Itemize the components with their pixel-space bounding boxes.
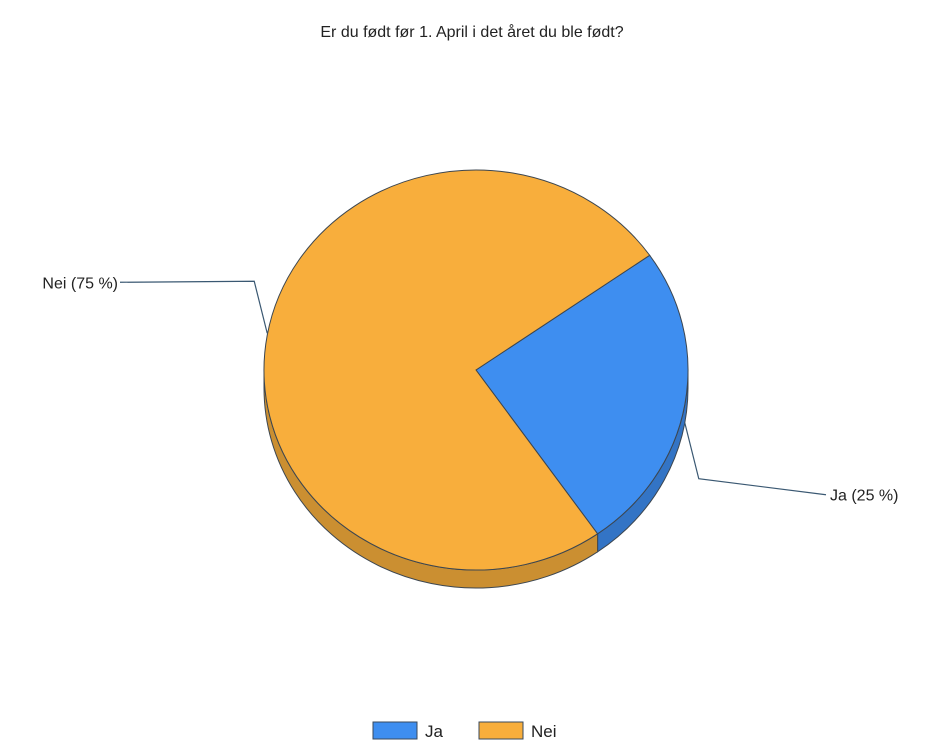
data-label-nei: Nei (75 %)	[42, 275, 118, 292]
legend-label-ja: Ja	[425, 722, 444, 741]
data-label-layer: Ja (25 %) Nei (75 %)	[42, 275, 898, 504]
legend: Ja Nei	[372, 721, 557, 741]
leader-line-nei	[119, 280, 268, 334]
pie-slice-nei	[263, 169, 651, 571]
data-label-ja: Ja (25 %)	[830, 488, 898, 505]
legend-swatch-ja	[372, 721, 418, 740]
pie-plot-area	[263, 169, 689, 589]
leader-line-ja	[684, 422, 827, 496]
legend-label-nei: Nei	[531, 722, 557, 741]
chart-title: Er du født før 1. April i det året du bl…	[320, 23, 623, 41]
pie-slice-ja	[475, 254, 689, 535]
legend-swatch-nei	[478, 721, 524, 740]
